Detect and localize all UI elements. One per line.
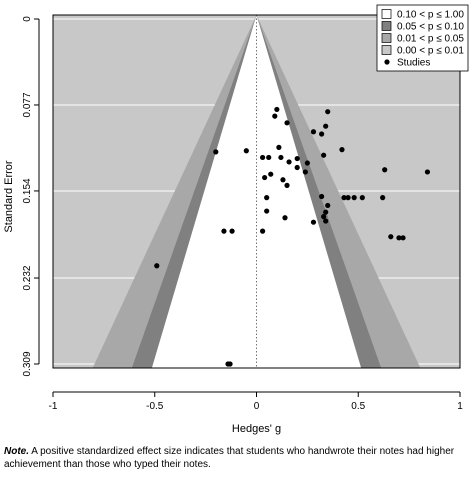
study-point: [388, 234, 394, 240]
study-point: [213, 149, 219, 155]
note-lead: Note.: [4, 446, 29, 457]
study-point: [319, 131, 325, 137]
study-point: [323, 123, 329, 129]
study-point: [284, 182, 290, 188]
study-point: [294, 155, 300, 162]
y-axis-ticks: 0 0.077 0.154 0.232 0.309: [22, 16, 40, 377]
study-point: [280, 177, 286, 183]
study-point: [268, 171, 274, 177]
y-tick-label: 0.077: [22, 92, 33, 117]
x-tick-label: 0.5: [351, 401, 365, 412]
study-point: [227, 361, 233, 367]
note-text: A positive standardized effect size indi…: [4, 446, 455, 470]
legend-label: 0.01 < p ≤ 0.05: [397, 34, 464, 45]
legend-label: 0.10 < p ≤ 1.00: [397, 10, 464, 21]
y-tick-label: 0.309: [22, 351, 33, 376]
legend-marker: [384, 59, 390, 65]
study-point: [229, 228, 235, 234]
study-point: [400, 235, 406, 241]
study-point: [262, 174, 268, 181]
study-point: [294, 164, 300, 171]
study-points: [154, 106, 431, 367]
funnel-plot: -1 -0.5 0 0.5 1 0 0.077 0.154 0.232 0.309 Hedges…: [3, 4, 469, 435]
x-tick-label: 1: [457, 401, 463, 412]
study-point: [266, 154, 272, 161]
study-point: [243, 148, 249, 154]
y-axis-title: Standard Error: [3, 160, 15, 232]
study-point: [278, 154, 284, 161]
study-point: [319, 193, 325, 200]
study-point: [260, 154, 266, 161]
study-point: [154, 263, 160, 269]
study-point: [382, 167, 388, 173]
y-tick-label: 0.154: [22, 178, 33, 203]
study-point: [380, 195, 386, 201]
study-point: [345, 195, 351, 201]
study-point: [396, 235, 402, 241]
study-point: [424, 169, 431, 175]
study-point: [264, 208, 270, 214]
x-tick-label: 0: [254, 401, 260, 412]
x-tick-label: -1: [49, 401, 58, 412]
study-point: [264, 195, 270, 201]
legend-swatch: [381, 45, 392, 55]
study-point: [276, 144, 282, 150]
study-point: [221, 228, 227, 234]
legend: 0.10 < p ≤ 1.000.05 < p ≤ 0.100.01 < p ≤…: [376, 4, 469, 72]
legend-swatch: [381, 21, 392, 31]
legend-swatch: [381, 9, 392, 19]
study-point: [286, 159, 292, 165]
study-point: [282, 215, 288, 221]
legend-label: 0.00 < p ≤ 0.01: [397, 46, 464, 57]
legend-label: Studies: [397, 58, 430, 69]
study-point: [321, 152, 327, 158]
study-point: [323, 218, 329, 224]
study-point: [325, 202, 331, 209]
study-point: [321, 214, 327, 220]
study-point: [310, 129, 317, 135]
study-point: [359, 195, 365, 201]
legend-swatch: [381, 33, 392, 43]
legend-label: 0.05 < p ≤ 0.10: [397, 22, 464, 33]
figure-note: Note. A positive standardized effect siz…: [4, 445, 470, 471]
x-tick-label: -0.5: [146, 401, 164, 412]
study-point: [310, 219, 317, 225]
plot-frame: [52, 14, 461, 369]
y-tick-label: 0: [22, 16, 33, 22]
axes: [52, 14, 461, 369]
study-point: [323, 209, 329, 215]
study-point: [341, 195, 347, 201]
x-axis-ticks: -1 -0.5 0 0.5 1: [49, 391, 463, 412]
study-point: [260, 228, 266, 234]
study-point: [325, 109, 331, 115]
study-point: [302, 169, 308, 175]
study-point: [304, 160, 310, 166]
y-tick-label: 0.232: [22, 265, 33, 290]
x-axis-title: Hedges' g: [232, 423, 281, 435]
study-point: [272, 113, 278, 119]
legend-box: [376, 4, 469, 72]
study-point: [284, 120, 290, 126]
study-point: [339, 147, 345, 153]
study-point: [274, 106, 280, 113]
study-point: [351, 195, 357, 201]
